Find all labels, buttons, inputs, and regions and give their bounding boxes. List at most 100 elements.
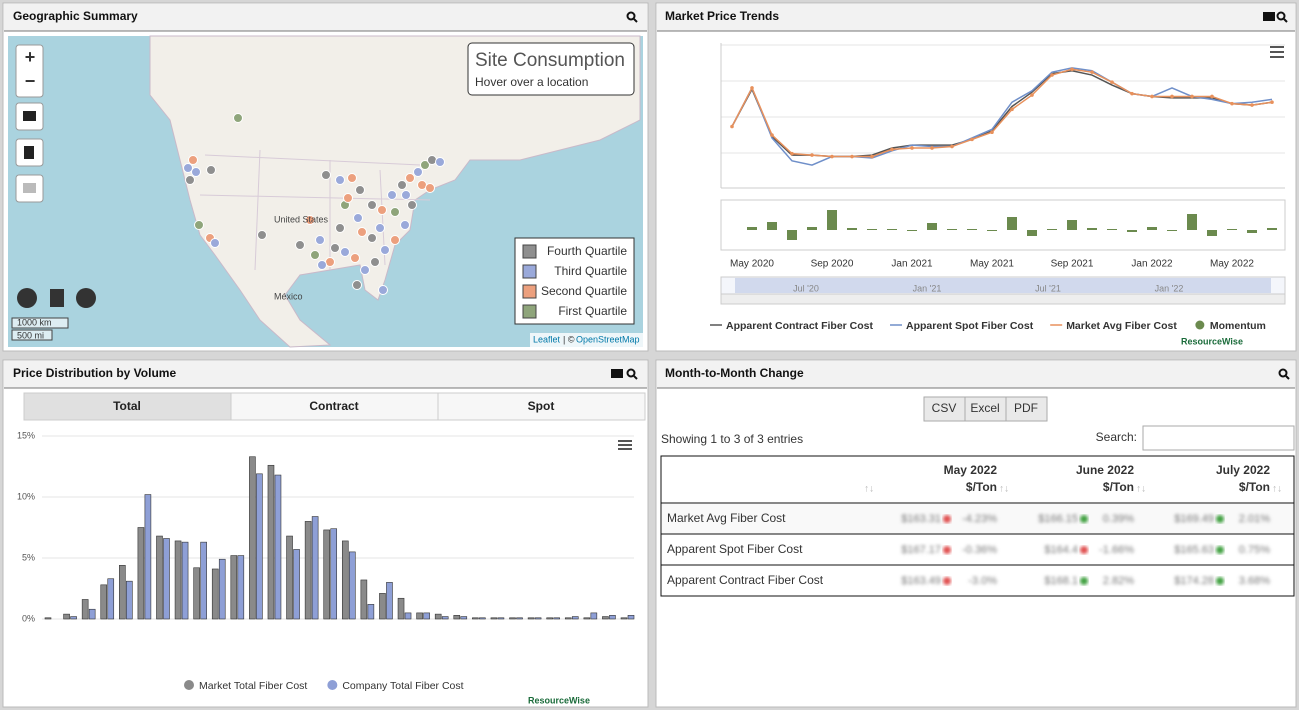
site-marker[interactable] xyxy=(330,243,340,253)
site-marker[interactable] xyxy=(380,245,390,255)
column-header[interactable]: July 2022 xyxy=(1216,463,1270,477)
legend-label[interactable]: Momentum xyxy=(1210,320,1266,332)
site-marker[interactable] xyxy=(390,207,400,217)
menu-icon[interactable] xyxy=(1270,51,1284,53)
zoom-in[interactable]: + xyxy=(25,47,36,67)
site-marker[interactable] xyxy=(397,180,407,190)
tab-label[interactable]: Spot xyxy=(528,399,555,413)
table-icon[interactable] xyxy=(1263,12,1275,21)
legend-label[interactable]: Market Avg Fiber Cost xyxy=(1066,320,1177,332)
column-unit[interactable]: $/Ton xyxy=(1103,480,1134,494)
zoom-out[interactable]: − xyxy=(25,71,36,91)
site-marker[interactable] xyxy=(401,190,411,200)
site-marker[interactable] xyxy=(352,280,362,290)
site-marker[interactable] xyxy=(355,185,365,195)
point xyxy=(750,86,754,90)
site-marker[interactable] xyxy=(378,285,388,295)
menu-icon[interactable] xyxy=(618,440,632,442)
button-label[interactable]: CSV xyxy=(932,401,957,415)
sort-icon: ↑↓ xyxy=(864,484,874,495)
site-marker[interactable] xyxy=(350,253,360,263)
menu-icon[interactable] xyxy=(1270,56,1284,58)
site-marker[interactable] xyxy=(390,235,400,245)
site-marker[interactable] xyxy=(340,247,350,257)
search-icon[interactable] xyxy=(626,368,638,380)
site-marker[interactable] xyxy=(321,170,331,180)
bar xyxy=(553,617,560,620)
bar xyxy=(256,473,263,620)
site-marker[interactable] xyxy=(367,200,377,210)
site-marker[interactable] xyxy=(188,155,198,165)
bar xyxy=(590,612,598,620)
legend-label[interactable]: Apparent Spot Fiber Cost xyxy=(906,320,1034,332)
site-marker[interactable] xyxy=(405,173,415,183)
tab[interactable] xyxy=(437,392,646,421)
legend-label[interactable]: Company Total Fiber Cost xyxy=(342,680,463,692)
menu-icon[interactable] xyxy=(618,444,632,446)
site-marker[interactable] xyxy=(315,235,325,245)
momentum-bar xyxy=(867,229,877,230)
bar xyxy=(44,617,52,620)
site-marker[interactable] xyxy=(310,250,320,260)
site-marker[interactable] xyxy=(191,167,201,177)
menu-icon[interactable] xyxy=(618,448,632,450)
site-marker[interactable] xyxy=(413,167,423,177)
site-marker[interactable] xyxy=(185,175,195,185)
search-icon[interactable] xyxy=(1278,368,1290,380)
site-marker[interactable] xyxy=(295,240,305,250)
search-icon[interactable] xyxy=(626,11,638,23)
site-marker[interactable] xyxy=(425,183,435,193)
scrollbar[interactable] xyxy=(720,293,1286,305)
bar xyxy=(119,565,126,620)
site-marker[interactable] xyxy=(343,193,353,203)
attribution-link[interactable]: Leaflet xyxy=(533,334,561,344)
button-label[interactable]: Excel xyxy=(970,401,999,415)
column-unit[interactable]: $/Ton xyxy=(966,480,997,494)
site-marker[interactable] xyxy=(367,233,377,243)
table-icon[interactable] xyxy=(611,369,623,378)
tab[interactable] xyxy=(230,392,439,421)
site-marker[interactable] xyxy=(305,215,315,225)
search-input[interactable] xyxy=(1142,425,1295,451)
site-marker[interactable] xyxy=(206,165,216,175)
export-button[interactable] xyxy=(964,396,1007,422)
site-marker[interactable] xyxy=(357,227,367,237)
column-header[interactable]: May 2022 xyxy=(944,463,998,477)
cell-change: 2.82% xyxy=(1103,575,1134,587)
site-marker[interactable] xyxy=(360,265,370,275)
site-marker[interactable] xyxy=(183,163,193,173)
legend-label[interactable]: Apparent Contract Fiber Cost xyxy=(726,320,874,332)
site-marker[interactable] xyxy=(407,200,417,210)
tab-label[interactable]: Contract xyxy=(309,399,358,413)
button-label[interactable]: PDF xyxy=(1014,401,1038,415)
site-marker[interactable] xyxy=(347,173,357,183)
bar xyxy=(211,568,219,620)
site-marker[interactable] xyxy=(377,205,387,215)
export-button[interactable] xyxy=(1005,396,1048,422)
site-marker[interactable] xyxy=(375,223,385,233)
search-icon[interactable] xyxy=(1276,11,1288,23)
legend-label[interactable]: Market Total Fiber Cost xyxy=(199,680,307,692)
tab-label[interactable]: Total xyxy=(113,399,141,413)
attribution-link[interactable]: OpenStreetMap xyxy=(576,334,640,344)
site-marker[interactable] xyxy=(335,175,345,185)
site-marker[interactable] xyxy=(335,223,345,233)
column-unit[interactable]: $/Ton xyxy=(1239,480,1270,494)
export-button[interactable] xyxy=(923,396,966,422)
cell-change: 2.01% xyxy=(1239,513,1270,525)
change-arrow xyxy=(1080,546,1088,554)
site-marker[interactable] xyxy=(435,157,445,167)
site-marker[interactable] xyxy=(420,160,430,170)
column-header[interactable]: June 2022 xyxy=(1076,463,1134,477)
site-marker[interactable] xyxy=(233,113,243,123)
menu-icon[interactable] xyxy=(1270,46,1284,48)
site-marker[interactable] xyxy=(400,220,410,230)
navigator-window[interactable] xyxy=(735,278,1271,293)
site-marker[interactable] xyxy=(317,260,327,270)
site-marker[interactable] xyxy=(387,190,397,200)
site-marker[interactable] xyxy=(353,213,363,223)
site-marker[interactable] xyxy=(257,230,267,240)
site-marker[interactable] xyxy=(370,257,380,267)
site-marker[interactable] xyxy=(210,238,220,248)
site-marker[interactable] xyxy=(194,220,204,230)
